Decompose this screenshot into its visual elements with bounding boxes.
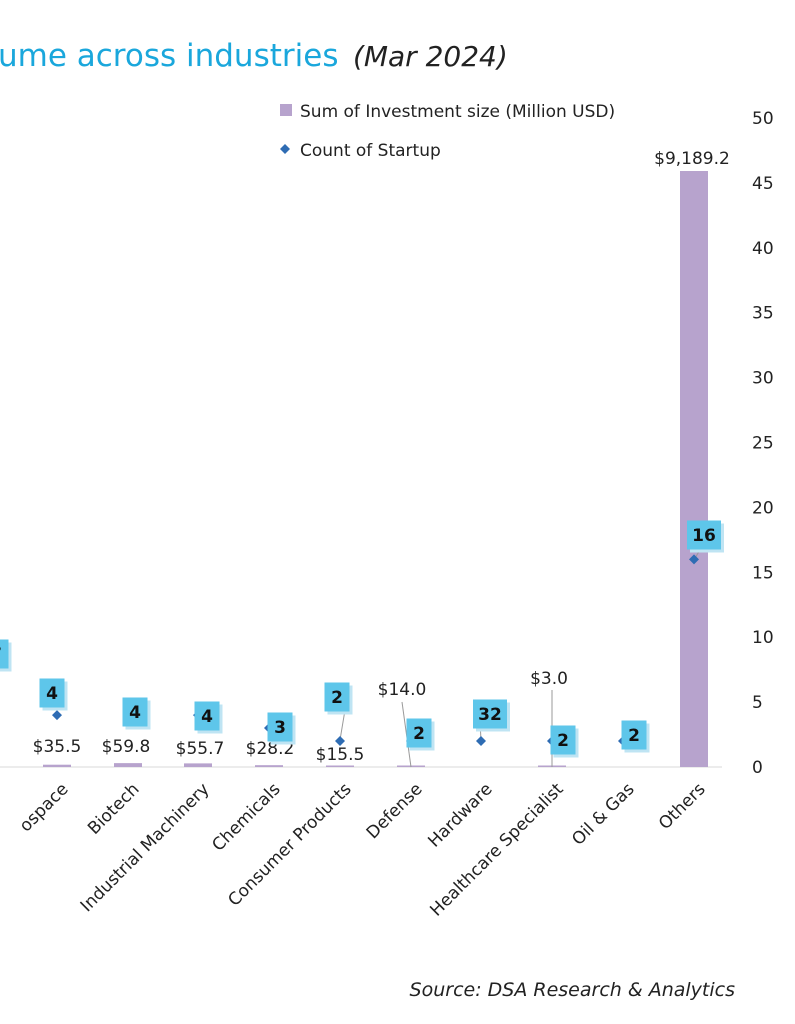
bar [680,171,708,767]
category-label: Consumer Products [224,779,355,910]
legend-scatter-swatch [280,144,290,154]
count-label: 4 [129,703,141,723]
category-label: Biotech [84,779,143,838]
bar-value-label: $15.5 [316,745,365,765]
bar-series [43,171,708,767]
count-label: 4 [201,707,213,727]
y-tick-label: 35 [752,304,774,324]
bar [326,765,354,767]
chart-title: ume across industries (Mar 2024) [0,38,508,74]
count-label-box [194,701,220,731]
category-label: Industrial Machinery [77,779,214,916]
y-tick-label: 40 [752,239,774,259]
count-label-box [550,725,576,755]
y-tick-label: 30 [752,369,774,389]
scatter-point [689,554,699,565]
y-tick-label: 50 [752,109,774,129]
y-tick-label: 15 [752,563,774,583]
legend-bar-label: Sum of Investment size (Million USD) [300,102,615,122]
count-label: 2 [331,688,343,708]
category-label: Chemicals [208,779,284,855]
count-label: 32 [478,705,502,725]
source-note: Source: DSA Research & Analytics [410,979,736,1001]
count-label: 3 [274,718,286,738]
count-label-box [473,699,507,729]
count-label-box [267,712,293,742]
count-label-box [0,639,9,669]
legend-bar-swatch [280,104,292,116]
count-label-box [621,720,647,750]
leader-line [339,709,346,741]
category-label: Healthcare Specialist [426,779,567,920]
scatter-point [335,736,345,747]
count-label: 2 [413,724,425,744]
bar-value-label: $9,189.2 [654,149,730,169]
bar [184,763,212,767]
count-label-box [39,678,65,708]
count-label: 4 [46,684,58,704]
count-label: 16 [692,526,716,546]
chart-title-sub: (Mar 2024) [353,40,508,73]
bar-value-label: $55.7 [176,739,225,759]
category-label: Defense [363,779,427,843]
bar-value-label: $3.0 [530,669,568,689]
count-labels: 7444322322216 [0,520,724,758]
legend-scatter-label: Count of Startup [300,141,441,161]
count-label: 2 [557,731,569,751]
y-tick-label: 10 [752,628,774,648]
y-tick-label: 0 [752,758,763,778]
category-label: Oil & Gas [568,779,638,849]
y-tick-label: 25 [752,434,774,454]
count-label: 7 [0,645,2,665]
category-label: ospace [16,779,73,836]
count-label-box [687,520,721,550]
bar-value-label: $14.0 [378,680,427,700]
bar-value-label: $59.8 [102,737,151,757]
scatter-series [52,554,699,747]
bar [255,765,283,767]
category-label: Others [655,779,710,834]
bar [43,764,71,767]
bar-value-label: $35.5 [33,737,82,757]
count-label-box [122,697,148,727]
category-label: Hardware [424,779,496,851]
chart-title-main: ume across industries [0,38,338,74]
y-axis-right: 0 5 10 15 20 25 30 35 40 45 50 [752,109,774,778]
scatter-point [476,736,486,747]
y-tick-label: 45 [752,174,774,194]
count-label: 2 [628,726,640,746]
y-tick-label: 20 [752,498,774,518]
count-label-box [406,718,432,748]
scatter-point [52,710,62,721]
count-label-box [324,682,350,712]
bar [114,763,142,767]
bar-value-labels: .7$35.5$59.8$55.7$28.2$15.5$14.0$3.0$9,1… [33,149,730,765]
y-tick-label: 5 [752,693,763,713]
